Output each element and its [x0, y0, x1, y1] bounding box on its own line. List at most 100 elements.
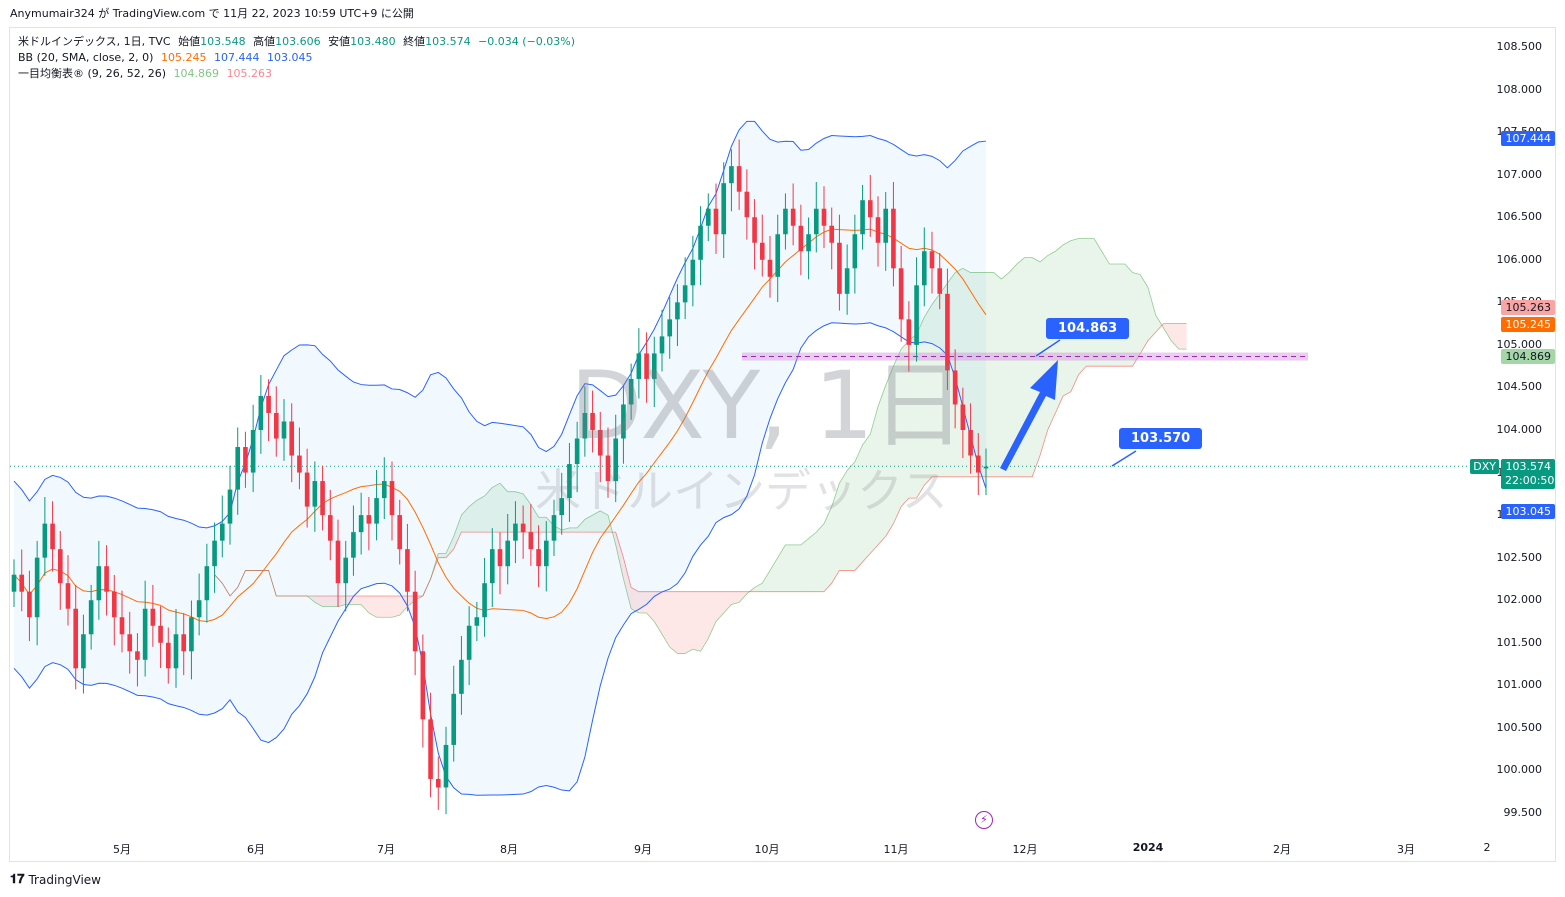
ichimoku-span-a-line [214, 238, 1187, 654]
candle-body [219, 523, 225, 541]
legend-bb-row[interactable]: BB (20, SMA, close, 2, 0) 105.245 107.44… [18, 50, 579, 66]
ichimoku-cloud-segment [777, 544, 786, 592]
ichimoku-cloud-segment [392, 595, 400, 618]
candle-body [860, 200, 865, 235]
candle-body [682, 285, 688, 303]
candle-body [250, 430, 256, 473]
price-tick-label: 106.500 [1496, 210, 1543, 224]
price-tick-label: 104.500 [1496, 380, 1543, 394]
candle-body [852, 234, 858, 269]
legend-ohlc-row[interactable]: 米ドルインデックス, 1日, TVC 始値103.548 高値103.606 安… [18, 34, 579, 50]
candle-body [921, 251, 927, 286]
candle-body [875, 217, 881, 243]
ichimoku-cloud-segment [1001, 272, 1010, 477]
candle-body [759, 242, 765, 260]
candle-body [88, 600, 94, 635]
price-tick-label: 104.000 [1496, 423, 1543, 436]
legend-open: 103.548 [200, 35, 246, 48]
ichimoku-cloud-segment [330, 595, 338, 607]
symbol-watermark: DXY, 1日 [570, 352, 966, 461]
price-tick-label: 101.500 [1496, 635, 1543, 649]
ichimoku-cloud-segment [1016, 257, 1025, 477]
lightning-icon[interactable]: ⚡ [975, 811, 993, 829]
bar-countdown: 22:00:50 [1505, 474, 1555, 487]
ichimoku-cloud-segment [353, 595, 362, 605]
price-tick-label: 108.000 [1496, 82, 1543, 96]
candle-body [65, 583, 71, 609]
ichimoku-cloud-segment [685, 591, 693, 654]
ichimoku-cloud-segment [1094, 238, 1102, 367]
candle-body [952, 370, 958, 405]
candle-body [320, 481, 325, 516]
last-price: 103.574 [1505, 460, 1552, 473]
legend-close: 103.574 [425, 35, 471, 48]
candle-body [142, 608, 148, 660]
ichimoku-cloud-segment [1086, 238, 1094, 367]
candle-body [266, 395, 271, 413]
candle-body [582, 412, 588, 439]
legend-bb-basis: 105.245 [160, 51, 207, 64]
candle-body [891, 208, 896, 269]
bb-upper-badge: 107.444 [1501, 131, 1555, 146]
callout-high-pointer [1035, 339, 1061, 357]
candle-body [559, 498, 565, 516]
candle-body [358, 515, 364, 533]
legend-low-label: 安値 [328, 35, 351, 48]
time-tick-label: 7月 [377, 843, 395, 856]
candle-body [258, 395, 264, 430]
symbol-watermark-name: 米ドルインデックス [535, 464, 948, 518]
legend-ichimoku-a: 104.869 [173, 67, 220, 80]
candle-body [567, 464, 572, 499]
ichimoku-cloud-segment [978, 272, 986, 477]
legend-open-label: 始値 [178, 35, 201, 48]
ichimoku-cloud-segment [577, 519, 585, 533]
ichimoku-cloud-segment [924, 304, 932, 486]
callout-low[interactable]: 103.570 [1119, 428, 1203, 449]
ichimoku-cloud-segment [746, 587, 755, 594]
candle-body [806, 234, 811, 252]
ichimoku-cloud-segment [1124, 264, 1133, 367]
price-tick-label: 107.000 [1496, 167, 1543, 181]
ichimoku-cloud-segment [862, 434, 871, 562]
candle-body [783, 208, 788, 235]
ichimoku-cloud-segment [384, 595, 392, 618]
candle-body [790, 208, 796, 226]
ichimoku-cloud-segment [1109, 264, 1118, 367]
legend-bb-upper: 107.444 [213, 51, 260, 64]
bollinger-lower-line [13, 322, 987, 796]
candle-body [196, 600, 202, 618]
legend-high: 103.606 [275, 35, 321, 48]
candle-body [189, 617, 194, 652]
candle-body [597, 430, 603, 456]
ichimoku-cloud-segment [754, 583, 763, 592]
candle-body [613, 438, 619, 482]
ichimoku-cloud-segment [561, 527, 570, 533]
ichimoku-cloud-segment [816, 523, 824, 592]
candle-body [883, 208, 889, 243]
price-tick-label: 101.000 [1496, 678, 1543, 692]
ichimoku-cloud-segment [1178, 323, 1187, 350]
ichimoku-cloud-segment [500, 483, 508, 533]
ichimoku-cloud-segment [338, 595, 346, 607]
chart-pane[interactable] [9, 27, 1556, 862]
tradingview-logo[interactable]: 𝟏𝟕 TradingView [10, 872, 101, 887]
legend-ichimoku-row[interactable]: 一目均衡表® (9, 26, 52, 26) 104.869 105.263 [18, 66, 579, 82]
candle-body [351, 532, 356, 558]
candle-body [204, 566, 210, 601]
time-tick-label: 3月 [1397, 843, 1415, 856]
ichimoku-cloud-segment [322, 595, 331, 607]
time-tick-label: 11月 [883, 843, 909, 856]
price-tick-label: 102.500 [1496, 550, 1543, 564]
ichimoku-cloud-segment [824, 506, 832, 592]
candle-body [651, 353, 657, 379]
callout-high[interactable]: 104.863 [1046, 318, 1130, 339]
legend-ichimoku-b: 105.263 [226, 67, 273, 80]
callout-low-pointer [1111, 450, 1137, 467]
candle-body [906, 319, 912, 345]
ichimoku-cloud-segment [399, 595, 408, 616]
candle-body [304, 472, 310, 507]
candle-body [343, 557, 349, 584]
ichimoku-cloud-segment [515, 491, 524, 533]
ichimoku-cloud-segment [446, 536, 454, 558]
